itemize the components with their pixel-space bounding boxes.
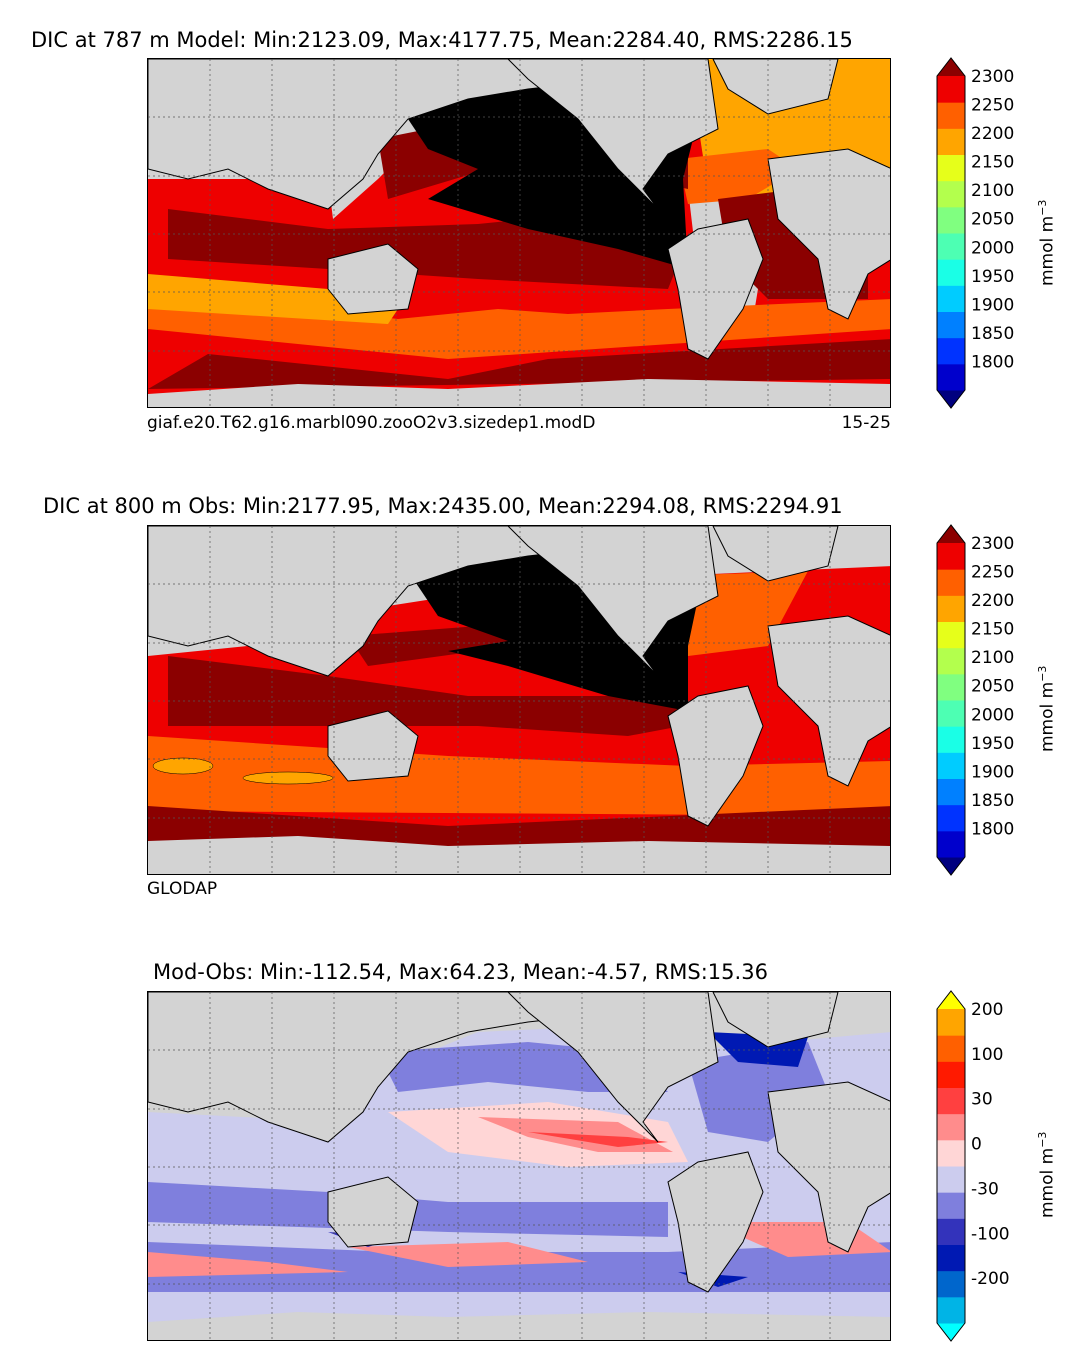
colorbar-tick-label: 1850 [971, 324, 1014, 344]
colorbar-band [937, 285, 965, 312]
colorbar-band [937, 259, 965, 286]
colorbar-band [937, 1087, 965, 1115]
colorbar-tick-label: 30 [971, 1090, 993, 1110]
colorbar-band [937, 1270, 965, 1298]
colorbar-tick-label: 2200 [971, 591, 1014, 611]
colorbar-extend-max [937, 991, 965, 1009]
colorbar-band [937, 595, 965, 622]
colorbar-tick-label: -200 [971, 1269, 1010, 1289]
obs-colorbar-unit: mmol m−3 [1036, 665, 1058, 752]
colorbar-tick-label: 200 [971, 1000, 1003, 1020]
colorbar-tick-label: 2050 [971, 677, 1014, 697]
colorbar-tick-label: 2300 [971, 534, 1014, 554]
colorbar-tick-label: 1950 [971, 267, 1014, 287]
diff-title: Mod-Obs: Min:-112.54, Max:64.23, Mean:-4… [153, 960, 768, 984]
colorbar-band [937, 337, 965, 365]
colorbar-band [937, 206, 965, 234]
colorbar-band [937, 804, 965, 832]
colorbar-tick-label: 1800 [971, 819, 1014, 839]
colorbar-extend-min [937, 390, 965, 408]
colorbar-band [937, 233, 965, 260]
obs-source-caption: GLODAP [147, 879, 218, 899]
colorbar-tick-label: 0 [971, 1135, 982, 1155]
colorbar-tick-label: 100 [971, 1045, 1003, 1065]
colorbar-band [937, 778, 965, 806]
colorbar-band [937, 128, 965, 155]
colorbar-outline [936, 524, 966, 876]
colorbar-tick-label: 2100 [971, 181, 1014, 201]
colorbar-tick-label: 2000 [971, 238, 1014, 258]
colorbar-band [937, 1192, 965, 1219]
colorbar-band [937, 363, 965, 391]
obs-colorbar-svg: 1800 1850 1900 1950 2000 2050 2100 2150 2200 2250… [936, 524, 1014, 876]
colorbar-tick-label: 2150 [971, 620, 1014, 640]
colorbar-tick-label: 1900 [971, 762, 1014, 782]
colorbar-tick-label: 2000 [971, 705, 1014, 725]
obs-colorbar: 1800 1850 1900 1950 2000 2050 2100 2150 2200 2250… [936, 524, 1014, 876]
model-years-caption: 15-25 [841, 413, 891, 433]
model-title: DIC at 787 m Model: Min:2123.09, Max:417… [31, 28, 853, 52]
colorbar-band [937, 1244, 965, 1272]
diff-map [147, 991, 891, 1341]
colorbar-tick-label: -30 [971, 1179, 999, 1199]
model-colorbar-unit: mmol m−3 [1036, 199, 1058, 286]
colorbar-tick-label: -100 [971, 1224, 1010, 1244]
colorbar-band [937, 673, 965, 701]
model-colorbar-svg: 1800 1850 1900 1950 2000 2050 2100 2150 2200 2250… [936, 57, 1014, 409]
obs-map [147, 525, 891, 875]
colorbar-band [937, 102, 965, 129]
colorbar-tick-label: 1800 [971, 352, 1014, 372]
colorbar-band [937, 700, 965, 727]
colorbar-band [937, 1061, 965, 1088]
colorbar-band [937, 76, 965, 103]
colorbar-band [937, 180, 965, 208]
model-colorbar: 1800 1850 1900 1950 2000 2050 2100 2150 2200 2250… [936, 57, 1014, 409]
colorbar-tick-label: 2100 [971, 648, 1014, 668]
colorbar-tick-label: 2250 [971, 96, 1014, 116]
model-map [147, 58, 891, 408]
colorbar-band [937, 621, 965, 649]
colorbar-band [937, 647, 965, 675]
diff-colorbar-svg: -200 -100 -30 0 30 100 200 [936, 990, 1010, 1342]
model-run-caption: giaf.e20.T62.g16.marbl090.zooO2v3.sizede… [147, 413, 596, 433]
colorbar-outline [936, 990, 966, 1342]
colorbar-tick-label: 1900 [971, 295, 1014, 315]
colorbar-band [937, 543, 965, 570]
colorbar-band [937, 1035, 965, 1062]
colorbar-band [937, 752, 965, 779]
colorbar-tick-label: 1850 [971, 791, 1014, 811]
colorbar-band [937, 830, 965, 858]
colorbar-outline [936, 57, 966, 409]
colorbar-extend-min [937, 1323, 965, 1341]
colorbar-band [937, 569, 965, 596]
colorbar-extend-max [937, 525, 965, 543]
colorbar-band [937, 1166, 965, 1193]
diff-colorbar: -200 -100 -30 0 30 100 200 [936, 990, 1010, 1342]
diff-colorbar-unit: mmol m−3 [1036, 1131, 1058, 1218]
colorbar-tick-label: 2150 [971, 153, 1014, 173]
colorbar-band [937, 1009, 965, 1036]
colorbar-tick-label: 1950 [971, 734, 1014, 754]
colorbar-tick-label: 2200 [971, 124, 1014, 144]
colorbar-band [937, 1113, 965, 1141]
colorbar-band [937, 1296, 965, 1324]
colorbar-band [937, 1139, 965, 1167]
colorbar-extend-max [937, 58, 965, 76]
colorbar-tick-label: 2050 [971, 210, 1014, 230]
colorbar-band [937, 154, 965, 182]
colorbar-band [937, 726, 965, 753]
colorbar-band [937, 1218, 965, 1245]
colorbar-tick-label: 2250 [971, 563, 1014, 583]
colorbar-extend-min [937, 857, 965, 875]
colorbar-tick-label: 2300 [971, 67, 1014, 87]
obs-title: DIC at 800 m Obs: Min:2177.95, Max:2435.… [43, 494, 843, 518]
colorbar-band [937, 311, 965, 339]
